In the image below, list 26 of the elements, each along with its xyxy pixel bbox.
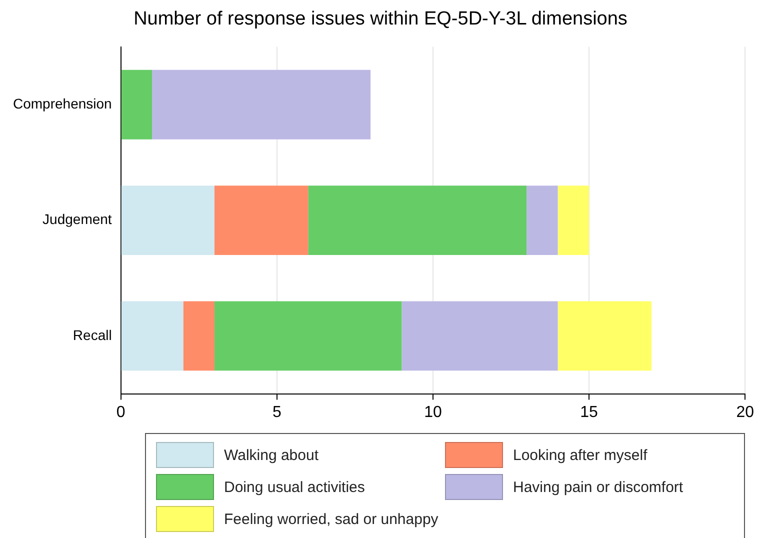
y-tick-label: Recall xyxy=(72,326,112,343)
bar xyxy=(214,301,402,371)
bar xyxy=(121,186,214,255)
bar xyxy=(152,70,371,140)
y-tick-label: Judgement xyxy=(42,211,112,228)
x-tick-label: 5 xyxy=(272,404,282,421)
legend-label: Looking after myself xyxy=(513,446,648,464)
legend-label: Doing usual activities xyxy=(224,478,365,496)
bar xyxy=(402,301,558,371)
bar xyxy=(558,186,590,255)
chart-title: Number of response issues within EQ-5D-Y-3L dimensions xyxy=(134,8,628,30)
bar xyxy=(214,186,308,255)
x-tick-label: 0 xyxy=(116,404,126,421)
legend-label: Feeling worried, sad or unhappy xyxy=(224,510,438,528)
bar xyxy=(526,186,558,255)
y-tick-label: Comprehension xyxy=(12,95,112,112)
bar xyxy=(121,301,184,371)
bar xyxy=(308,186,527,255)
x-tick-label: 20 xyxy=(736,404,754,421)
bar xyxy=(121,70,152,140)
legend-label: Walking about xyxy=(224,446,318,464)
x-tick-label: 15 xyxy=(580,404,598,421)
bar xyxy=(558,301,652,371)
legend-label: Having pain or discomfort xyxy=(513,478,684,496)
x-tick-label: 10 xyxy=(424,404,442,421)
bar xyxy=(183,301,214,371)
